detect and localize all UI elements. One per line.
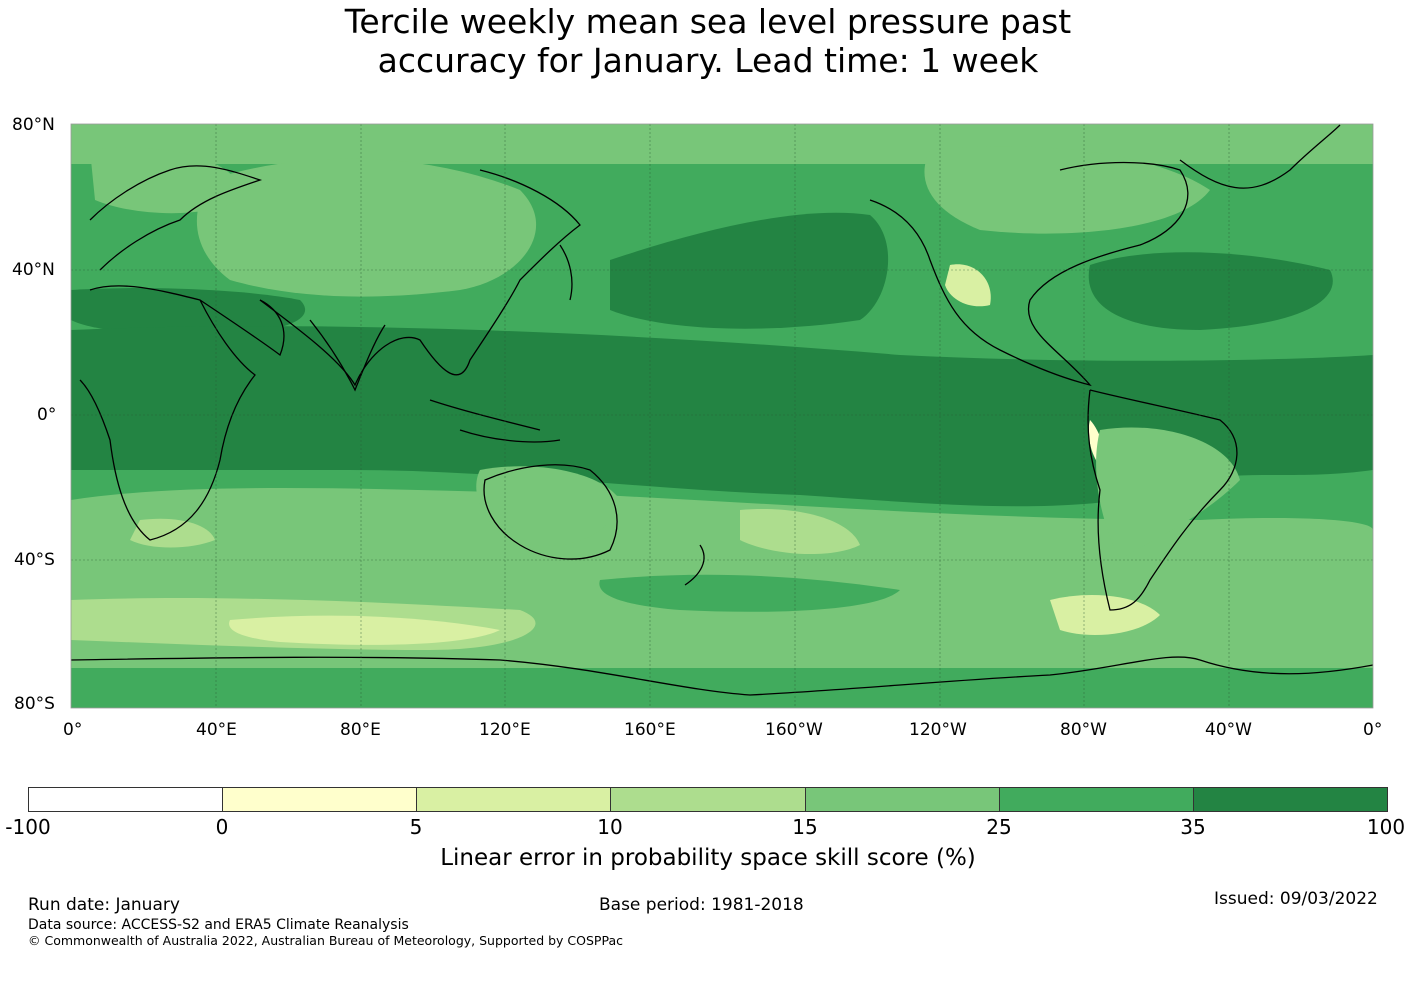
coast-greenland bbox=[1179, 124, 1341, 189]
colorbar-segment bbox=[805, 788, 1000, 811]
field-europe-light bbox=[90, 147, 241, 214]
field-antarctic bbox=[71, 668, 1373, 708]
colorbar-tick: 100 bbox=[1366, 815, 1406, 839]
colorbar-segment bbox=[611, 788, 806, 811]
colorbar-tick: 5 bbox=[409, 815, 423, 839]
field-natlantic-dark bbox=[1088, 252, 1333, 330]
field-asia-light bbox=[196, 158, 537, 297]
copyright: © Commonwealth of Australia 2022, Austra… bbox=[28, 933, 623, 948]
colorbar-tick: -100 bbox=[5, 815, 51, 839]
lat-label: 40°N bbox=[12, 260, 55, 280]
lon-label: 120°E bbox=[479, 720, 531, 740]
field-brazil-light bbox=[1096, 427, 1240, 560]
lon-label: 0° bbox=[63, 720, 83, 740]
coast-japan bbox=[559, 244, 573, 301]
lon-label: 160°W bbox=[765, 720, 823, 740]
title-line-2: accuracy for January. Lead time: 1 week bbox=[377, 41, 1039, 80]
colorbar-tick: 0 bbox=[215, 815, 229, 839]
coast-asia bbox=[259, 169, 581, 387]
field-southern-yellow bbox=[229, 615, 501, 645]
coast-australia bbox=[483, 464, 618, 560]
colorbar-tick: 25 bbox=[986, 815, 1012, 839]
coast-europe bbox=[89, 165, 263, 271]
coast-newzealand bbox=[684, 544, 705, 586]
base-period: Base period: 1981-2018 bbox=[599, 895, 804, 915]
lon-label: 40°E bbox=[196, 720, 237, 740]
colorbar-tick: 35 bbox=[1180, 815, 1206, 839]
coast-india bbox=[309, 319, 386, 392]
run-date: Run date: January bbox=[28, 895, 180, 915]
coast-indonesia bbox=[429, 399, 561, 443]
colorbar-label: Linear error in probability space skill … bbox=[440, 845, 976, 871]
coast-southamerica bbox=[1087, 389, 1238, 611]
field-australia-light bbox=[476, 466, 620, 546]
colorbar-tick: 10 bbox=[597, 815, 623, 839]
colorbar-tick: 15 bbox=[792, 815, 818, 839]
lon-label: 120°W bbox=[909, 720, 967, 740]
coast-africa bbox=[79, 285, 256, 541]
field-canada-light bbox=[924, 146, 1210, 234]
issued-date: Issued: 09/03/2022 bbox=[1214, 889, 1378, 909]
field-mediterranean-dark bbox=[71, 288, 306, 335]
lon-label: 80°E bbox=[340, 720, 381, 740]
coast-antarctica bbox=[71, 656, 1373, 696]
lat-label: 0° bbox=[37, 405, 57, 425]
lat-label: 80°N bbox=[12, 115, 55, 135]
map-frame bbox=[70, 123, 1374, 709]
lon-label: 0° bbox=[1363, 720, 1383, 740]
lon-label: 160°E bbox=[624, 720, 676, 740]
colorbar-segment bbox=[417, 788, 612, 811]
lat-label: 40°S bbox=[14, 550, 55, 570]
field-pacific-south-mid bbox=[599, 574, 900, 612]
lat-label: 80°S bbox=[14, 694, 55, 714]
colorbar-segment bbox=[223, 788, 418, 811]
gridlines bbox=[71, 124, 1373, 708]
colorbar bbox=[28, 787, 1388, 812]
colorbar-segment bbox=[999, 788, 1194, 811]
field-arctic bbox=[71, 124, 1373, 164]
coast-arabia bbox=[199, 299, 285, 357]
lon-label: 40°W bbox=[1205, 720, 1252, 740]
lon-label: 80°W bbox=[1060, 720, 1107, 740]
field-south-pale bbox=[740, 509, 860, 555]
skill-field bbox=[71, 124, 1373, 708]
colorbar-segment bbox=[29, 788, 224, 811]
data-source: Data source: ACCESS-S2 and ERA5 Climate … bbox=[28, 917, 409, 933]
field-sa-pale bbox=[1050, 595, 1160, 635]
field-mexico-pale bbox=[945, 264, 991, 307]
title-line-1: Tercile weekly mean sea level pressure p… bbox=[344, 2, 1072, 41]
colorbar-segment bbox=[1193, 788, 1387, 811]
chart-title: Tercile weekly mean sea level pressure p… bbox=[0, 2, 1416, 80]
field-npacific-dark bbox=[610, 212, 889, 329]
